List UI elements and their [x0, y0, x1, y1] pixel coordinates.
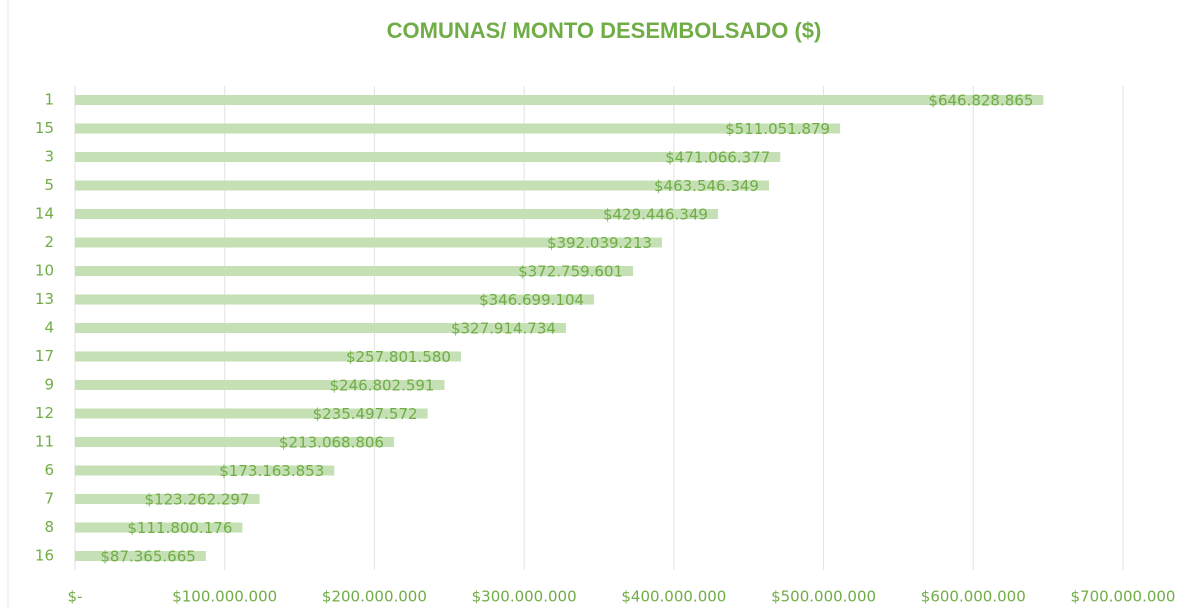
data-label: $235.497.572: [313, 405, 418, 423]
x-tick-label: $200.000.000: [322, 588, 427, 606]
data-label: $123.262.297: [145, 491, 250, 509]
x-tick-label: $700.000.000: [1071, 588, 1176, 606]
data-label: $213.068.806: [279, 434, 384, 452]
bar: [75, 551, 206, 561]
data-label: $463.546.349: [654, 177, 759, 195]
bar: [75, 408, 428, 419]
y-tick-label: 13: [35, 290, 54, 308]
y-tick-label: 4: [44, 319, 54, 337]
y-tick-label: 11: [35, 433, 54, 451]
y-tick-label: 9: [44, 376, 54, 394]
x-tick-label: $300.000.000: [472, 588, 577, 606]
y-tick-label: 16: [35, 547, 54, 565]
chart-title: COMUNAS/ MONTO DESEMBOLSADO ($): [387, 18, 822, 43]
x-tick-label: $600.000.000: [921, 588, 1026, 606]
bar: [75, 437, 394, 447]
data-label: $511.051.879: [725, 120, 830, 138]
y-tick-label: 7: [44, 490, 54, 508]
x-tick-label: $500.000.000: [771, 588, 876, 606]
data-label: $372.759.601: [518, 263, 623, 281]
data-label: $346.699.104: [479, 291, 584, 309]
data-label: $87.365.665: [100, 548, 195, 566]
bar: [75, 294, 595, 305]
bar: [75, 522, 243, 533]
y-tick-label: 14: [35, 205, 54, 223]
y-tick-label: 17: [35, 347, 54, 365]
data-label: $111.800.176: [127, 519, 232, 537]
bar: [75, 209, 718, 219]
y-tick-label: 12: [35, 404, 54, 422]
bar: [75, 266, 634, 276]
bar: [75, 95, 1044, 105]
y-tick-label: 6: [44, 461, 54, 479]
y-tick-label: 8: [44, 518, 54, 536]
bar: [75, 180, 769, 191]
bar: [75, 123, 841, 134]
bar: [75, 351, 461, 362]
data-label: $257.801.580: [346, 348, 451, 366]
x-tick-label: $400.000.000: [621, 588, 726, 606]
data-label: $173.163.853: [219, 462, 324, 480]
bar: [75, 152, 781, 162]
bar: [75, 380, 445, 390]
x-tick-label: $-: [68, 588, 83, 606]
bar: [75, 465, 335, 476]
bar: [75, 323, 566, 333]
bar: [75, 494, 260, 504]
data-label: $429.446.349: [603, 206, 708, 224]
y-tick-label: 10: [35, 262, 54, 280]
x-tick-label: $100.000.000: [172, 588, 277, 606]
data-label: $471.066.377: [665, 149, 770, 167]
data-label: $392.039.213: [547, 234, 652, 252]
y-tick-label: 3: [44, 148, 54, 166]
data-label: $327.914.734: [451, 320, 556, 338]
data-label: $246.802.591: [330, 377, 435, 395]
y-tick-label: 15: [35, 119, 54, 137]
y-tick-label: 2: [44, 233, 54, 251]
y-tick-label: 1: [44, 91, 54, 109]
data-label: $646.828.865: [928, 92, 1033, 110]
bar: [75, 237, 662, 248]
y-tick-label: 5: [44, 176, 54, 194]
